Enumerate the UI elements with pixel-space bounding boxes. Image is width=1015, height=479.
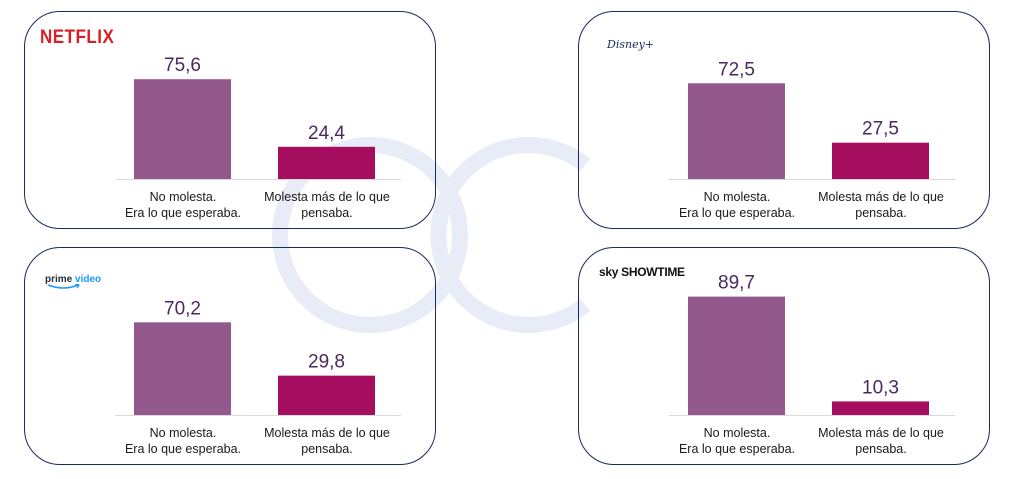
disney-chart-panel: Disney+ 72,5 No molesta. Era lo que espera… — [578, 11, 990, 229]
data-label: 24,4 — [308, 123, 345, 144]
netflix-chart-panel: NETFLIX 75,6 No molesta. Era lo que espera… — [24, 11, 436, 229]
skyshowtime-chart-panel: sky SHOWTIME 89,7 No molesta. Era lo que e… — [578, 247, 990, 465]
prime-video-bar-chart: 70,2 No molesta. Era lo que esperaba. 29,8 M… — [115, 298, 401, 456]
prime-video-chart-panel: prime video 70,2 No molesta. Era lo que es… — [24, 247, 436, 465]
disney-bar-chart: 72,5 No molesta. Era lo que esperaba. 27,5 M… — [669, 59, 955, 220]
bar — [278, 375, 375, 415]
skyshowtime-bar-chart: 89,7 No molesta. Era lo que esperaba. 10,3 M… — [669, 273, 955, 456]
prime-smile-icon — [47, 284, 80, 289]
netflix-bar-chart: 75,6 No molesta. Era lo que esperaba. 24,4 M… — [115, 55, 401, 220]
data-label: 10,3 — [862, 377, 899, 398]
data-label: 27,5 — [862, 119, 899, 140]
data-label: 70,2 — [164, 298, 201, 319]
category-tick-label: Molesta más de lo que pensaba. — [264, 190, 390, 220]
disney-logo: Disney+ — [607, 38, 655, 51]
category-tick-label: No molesta. Era lo que esperaba. — [125, 426, 241, 456]
data-label: 89,7 — [718, 273, 755, 294]
skyshowtime-logo: sky SHOWTIME — [599, 265, 685, 279]
bar — [688, 296, 785, 415]
bar — [688, 83, 785, 179]
category-tick-label: Molesta más de lo que pensaba. — [818, 190, 944, 220]
category-tick-label: No molesta. Era lo que esperaba. — [679, 190, 795, 220]
category-tick-label: Molesta más de lo que pensaba. — [264, 426, 390, 456]
netflix-logo: NETFLIX — [40, 25, 115, 48]
data-label: 72,5 — [718, 59, 755, 80]
data-label: 29,8 — [308, 352, 345, 373]
category-tick-label: No molesta. Era lo que esperaba. — [125, 190, 241, 220]
bar — [278, 146, 375, 179]
category-tick-label: No molesta. Era lo que esperaba. — [679, 426, 795, 456]
data-label: 75,6 — [164, 55, 201, 76]
category-tick-label: Molesta más de lo que pensaba. — [818, 426, 944, 456]
bar — [134, 322, 231, 415]
bar — [832, 401, 929, 415]
prime-logo-word: prime — [45, 274, 73, 285]
prime-video-logo: prime video — [45, 274, 101, 290]
bar — [832, 142, 929, 179]
bar — [134, 79, 231, 179]
video-logo-word: video — [75, 274, 102, 285]
